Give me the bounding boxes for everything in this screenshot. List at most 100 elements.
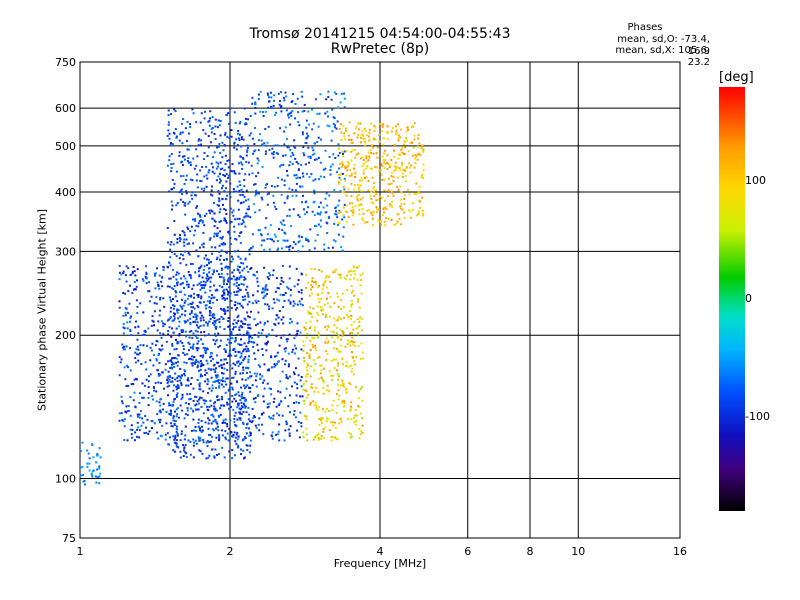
data-point	[191, 262, 194, 265]
data-point	[211, 194, 214, 197]
data-point	[212, 269, 215, 272]
data-point	[209, 399, 212, 402]
data-point	[229, 333, 232, 336]
data-point	[403, 216, 406, 219]
data-point	[293, 285, 296, 288]
data-point	[257, 192, 260, 195]
data-point	[267, 308, 270, 311]
data-point	[220, 243, 223, 246]
data-point	[129, 330, 132, 333]
data-point	[322, 392, 325, 395]
data-point	[350, 299, 353, 302]
data-point	[341, 334, 344, 337]
data-point	[231, 394, 234, 397]
data-point	[231, 271, 234, 274]
data-point	[301, 95, 304, 98]
data-point	[206, 362, 209, 365]
data-point	[133, 281, 136, 284]
data-point	[233, 283, 236, 286]
data-point	[176, 428, 179, 431]
data-point	[218, 434, 221, 437]
data-point	[237, 404, 240, 407]
data-point	[375, 206, 378, 209]
data-point	[220, 237, 223, 240]
data-point	[388, 204, 391, 207]
data-point	[402, 152, 405, 155]
data-point	[248, 413, 251, 416]
data-point	[197, 340, 200, 343]
data-point	[320, 419, 323, 422]
data-point	[200, 180, 203, 183]
data-point	[219, 339, 222, 342]
data-point	[246, 150, 249, 153]
data-point	[225, 257, 228, 260]
data-point	[350, 159, 353, 162]
data-point	[195, 224, 198, 227]
data-point	[295, 334, 298, 337]
data-point	[192, 343, 195, 346]
data-point	[330, 359, 333, 362]
data-point	[171, 425, 174, 428]
data-point	[189, 274, 192, 277]
data-point	[227, 398, 230, 401]
data-point	[283, 179, 286, 182]
data-point	[95, 461, 98, 464]
data-point	[128, 409, 131, 412]
data-point	[319, 201, 322, 204]
data-point	[160, 398, 163, 401]
data-point	[214, 448, 217, 451]
data-point	[213, 332, 216, 335]
data-point	[301, 245, 304, 248]
data-point	[273, 355, 276, 358]
data-point	[302, 175, 305, 178]
data-point	[353, 184, 356, 187]
data-point	[327, 246, 330, 249]
data-point	[214, 374, 217, 377]
data-point	[232, 258, 235, 261]
data-point	[372, 146, 375, 149]
data-point	[166, 241, 169, 244]
data-point	[347, 164, 350, 167]
data-point	[360, 189, 363, 192]
data-point	[175, 170, 178, 173]
data-point	[336, 171, 339, 174]
data-point	[311, 128, 314, 131]
data-point	[240, 304, 243, 307]
data-point	[373, 191, 376, 194]
data-point	[360, 133, 363, 136]
data-point	[234, 218, 237, 221]
data-point	[255, 192, 258, 195]
data-point	[180, 329, 183, 332]
data-point	[194, 408, 197, 411]
data-point	[335, 411, 338, 414]
data-point	[312, 281, 315, 284]
data-point	[246, 384, 249, 387]
x-tick-label: 1	[77, 545, 84, 558]
data-point	[224, 418, 227, 421]
data-point	[313, 192, 316, 195]
data-point	[272, 99, 275, 102]
data-point	[289, 302, 292, 305]
data-point	[141, 382, 144, 385]
data-point	[151, 394, 154, 397]
data-point	[209, 289, 212, 292]
data-point	[167, 123, 170, 126]
data-point	[162, 333, 165, 336]
data-point	[125, 307, 128, 310]
data-point	[266, 92, 269, 95]
data-point	[210, 127, 213, 130]
data-point	[194, 362, 197, 365]
data-point	[359, 122, 362, 125]
data-point	[280, 336, 283, 339]
data-point	[192, 242, 195, 245]
data-point	[314, 98, 317, 101]
data-point	[182, 118, 185, 121]
data-point	[142, 333, 145, 336]
data-point	[98, 465, 101, 468]
data-point	[313, 326, 316, 329]
data-point	[157, 437, 160, 440]
data-point	[201, 343, 204, 346]
data-point	[349, 269, 352, 272]
data-point	[367, 151, 370, 154]
data-point	[230, 307, 233, 310]
